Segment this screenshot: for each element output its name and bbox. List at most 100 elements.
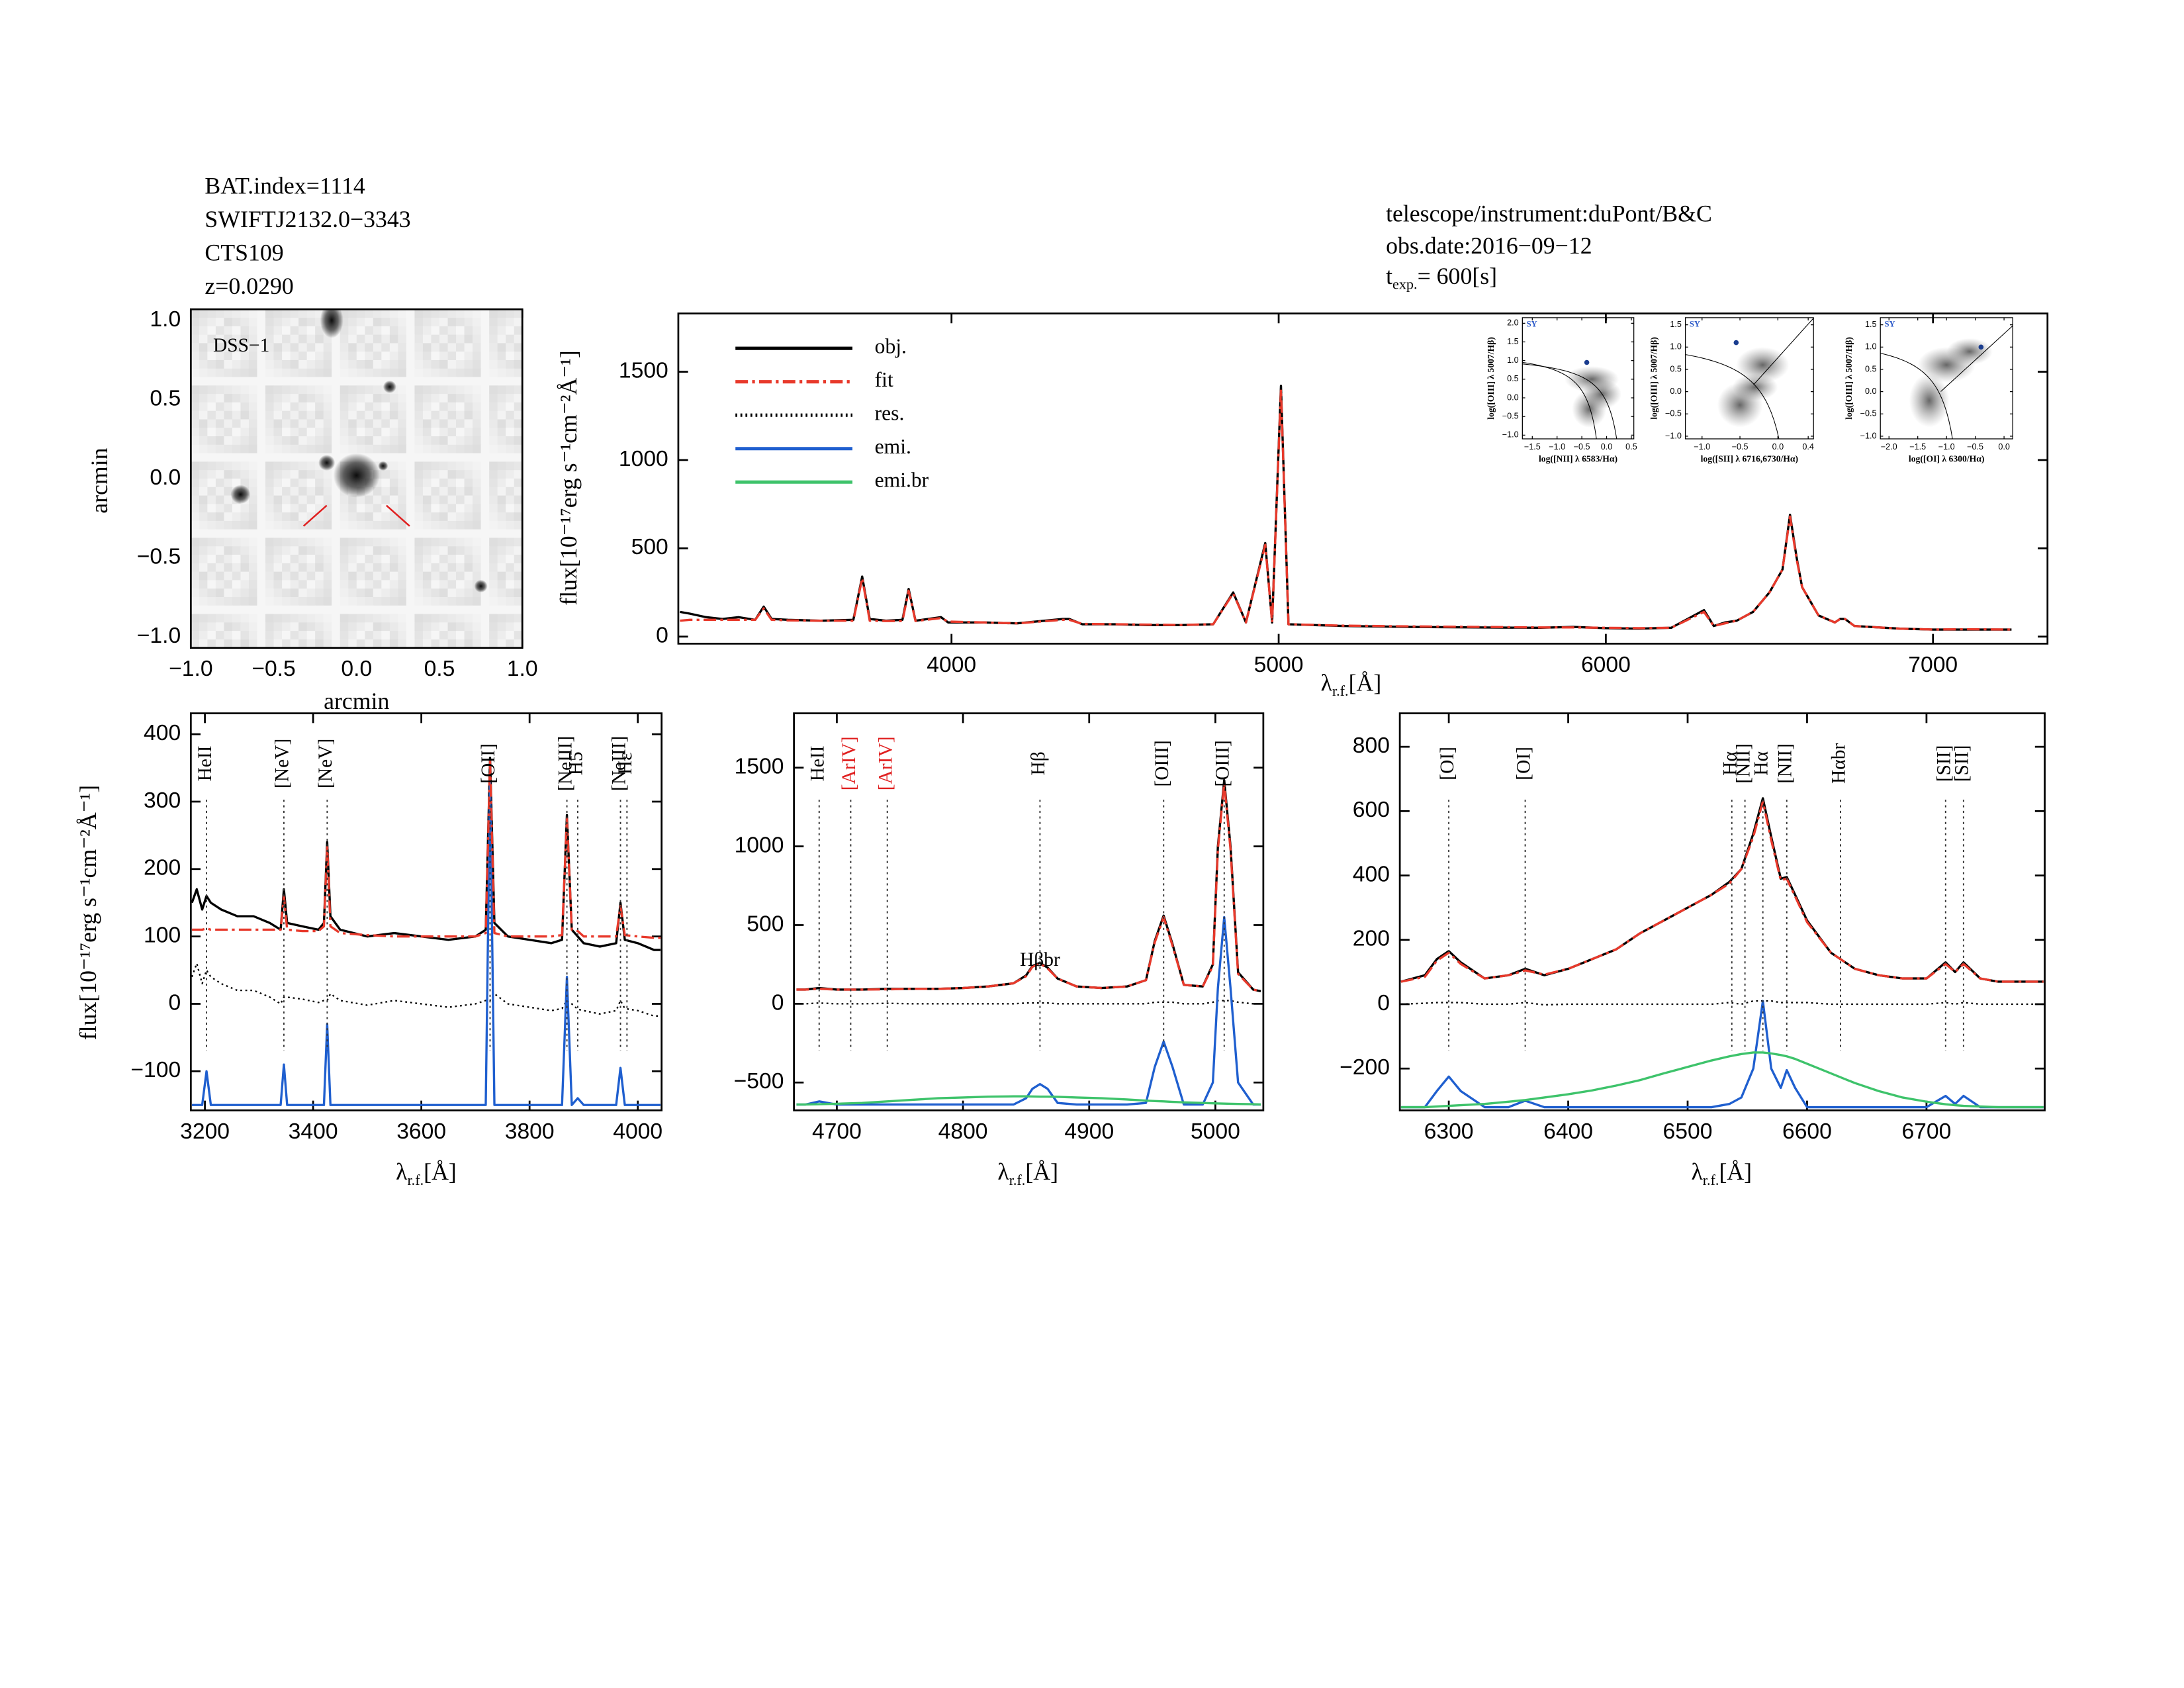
image-pixel xyxy=(514,410,523,420)
image-pixel xyxy=(514,631,523,640)
image-pixel xyxy=(365,352,374,361)
image-pixel xyxy=(365,359,374,369)
image-pixel xyxy=(273,504,283,513)
image-pixel xyxy=(414,343,424,352)
image-pixel xyxy=(497,639,506,648)
image-pixel xyxy=(431,538,440,547)
image-pixel xyxy=(232,580,242,589)
line-label: [NeV] xyxy=(272,739,293,788)
image-pixel xyxy=(398,546,407,555)
image-pixel xyxy=(199,394,208,403)
image-pixel xyxy=(447,352,457,361)
image-pixel xyxy=(332,639,341,648)
image-pixel xyxy=(199,385,208,395)
image-pixel xyxy=(232,555,242,564)
image-pixel xyxy=(381,436,390,445)
image-pixel xyxy=(215,385,225,395)
image-pixel xyxy=(315,546,324,555)
image-pixel xyxy=(389,309,399,318)
image-pixel xyxy=(497,394,506,403)
image-pixel xyxy=(224,453,233,463)
image-pixel xyxy=(332,580,341,589)
x-axis-label-part: [Å] xyxy=(424,1158,457,1185)
image-pixel xyxy=(265,504,275,513)
y-tick-label: 600 xyxy=(1353,798,1390,822)
image-pixel xyxy=(224,359,233,369)
y-tick-label: 0 xyxy=(1377,991,1390,1015)
image-pixel xyxy=(506,487,515,496)
image-pixel xyxy=(207,571,216,581)
image-pixel xyxy=(298,546,308,555)
image-pixel xyxy=(473,343,482,352)
image-pixel xyxy=(365,512,374,522)
image-pixel xyxy=(306,402,316,412)
image-pixel xyxy=(365,504,374,513)
image-pixel xyxy=(340,444,349,454)
image-pixel xyxy=(282,614,291,623)
image-pixel xyxy=(456,571,465,581)
image-pixel xyxy=(290,639,299,648)
image-pixel xyxy=(265,318,275,327)
image-pixel xyxy=(265,419,275,428)
image-pixel xyxy=(381,352,390,361)
image-pixel xyxy=(506,453,515,463)
image-pixel xyxy=(323,368,332,378)
image-pixel xyxy=(199,520,208,530)
image-pixel xyxy=(447,639,457,648)
image-pixel xyxy=(240,631,250,640)
image-pixel xyxy=(480,377,490,386)
exposure: texp.= 600[s] xyxy=(1386,263,1497,293)
image-pixel xyxy=(273,334,283,344)
image-pixel xyxy=(232,504,242,513)
image-pixel xyxy=(240,622,250,632)
image-pixel xyxy=(506,478,515,488)
image-pixel xyxy=(514,546,523,555)
image-pixel xyxy=(506,639,515,648)
image-pixel xyxy=(282,495,291,504)
image-pixel xyxy=(356,571,365,581)
image-pixel xyxy=(257,571,266,581)
image-pixel xyxy=(323,436,332,445)
image-pixel xyxy=(207,495,216,504)
image-pixel xyxy=(489,614,498,623)
image-pixel xyxy=(406,368,416,378)
image-pixel xyxy=(464,512,473,522)
image-pixel xyxy=(464,461,473,471)
image-pixel xyxy=(514,402,523,412)
image-pixel xyxy=(282,318,291,327)
image-pixel xyxy=(207,326,216,336)
image-pixel xyxy=(232,571,242,581)
image-pixel xyxy=(191,402,200,412)
image-pixel xyxy=(191,538,200,547)
image-pixel xyxy=(248,520,258,530)
image-pixel xyxy=(447,538,457,547)
image-pixel xyxy=(315,334,324,344)
image-pixel xyxy=(323,478,332,488)
image-pixel xyxy=(456,538,465,547)
image-pixel xyxy=(489,580,498,589)
image-pixel xyxy=(356,326,365,336)
image-pixel xyxy=(340,410,349,420)
image-pixel xyxy=(282,631,291,640)
image-pixel xyxy=(398,352,407,361)
image-pixel xyxy=(464,520,473,530)
y-tick-label: −0.5 xyxy=(1860,409,1877,418)
image-pixel xyxy=(398,520,407,530)
image-pixel xyxy=(422,529,432,539)
image-pixel xyxy=(447,495,457,504)
image-pixel xyxy=(473,538,482,547)
image-pixel xyxy=(248,410,258,420)
image-pixel xyxy=(464,334,473,344)
y-tick-label: 300 xyxy=(144,788,181,813)
image-pixel xyxy=(514,622,523,632)
image-pixel xyxy=(489,631,498,640)
region-label: SY xyxy=(1527,319,1537,328)
image-pixel xyxy=(332,410,341,420)
image-pixel xyxy=(447,377,457,386)
image-pixel xyxy=(373,614,382,623)
image-pixel xyxy=(422,343,432,352)
image-pixel xyxy=(422,487,432,496)
image-pixel xyxy=(306,487,316,496)
image-pixel xyxy=(282,428,291,437)
